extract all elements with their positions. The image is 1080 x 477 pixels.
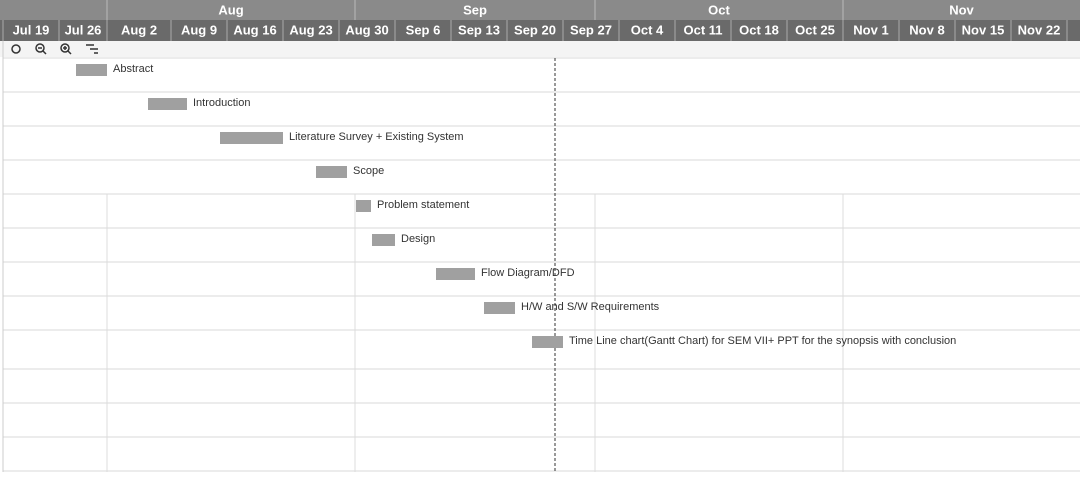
week-label: Oct 18: [739, 22, 779, 37]
task-bar: [372, 234, 395, 246]
week-label: Nov 8: [909, 22, 944, 37]
week-label: Aug 2: [121, 22, 157, 37]
task-label: Abstract: [113, 63, 153, 75]
task-bar: [148, 98, 187, 110]
task-bar: [220, 132, 283, 144]
week-label: Aug 23: [289, 22, 332, 37]
zoom-in-icon[interactable]: [60, 43, 70, 53]
task-label: Problem statement: [377, 199, 469, 211]
week-label: Sep 13: [458, 22, 500, 37]
zoom-out-icon[interactable]: [35, 43, 45, 53]
task-label: Introduction: [193, 97, 250, 109]
week-label: Sep 6: [406, 22, 441, 37]
month-label: Sep: [463, 2, 487, 17]
week-label: Aug 9: [181, 22, 217, 37]
week-label: Aug 30: [345, 22, 388, 37]
week-label: Aug 16: [233, 22, 276, 37]
week-label: Oct 4: [631, 22, 664, 37]
task-label: Scope: [353, 165, 384, 177]
week-label: Oct 25: [795, 22, 835, 37]
week-label: Jul 26: [65, 22, 102, 37]
toolbar-icons: [11, 43, 98, 55]
week-label: Oct 11: [683, 22, 722, 37]
collapse-icon[interactable]: [86, 44, 98, 54]
task-label: Design: [401, 233, 435, 245]
week-label: Sep 20: [514, 22, 556, 37]
week-label: Nov 1: [853, 22, 888, 37]
month-label: Oct: [708, 2, 730, 17]
task-bar: [532, 336, 563, 348]
settings-icon[interactable]: [11, 44, 21, 54]
task-label: Literature Survey + Existing System: [289, 131, 464, 143]
task-bar: [436, 268, 475, 280]
task-bar: [316, 166, 347, 178]
week-header: [0, 20, 1080, 41]
week-label: Jul 19: [13, 22, 50, 37]
task-bar: [76, 64, 107, 76]
week-label: Sep 27: [570, 22, 612, 37]
task-bar: [484, 302, 515, 314]
task-label: Flow Diagram/DFD: [481, 267, 575, 279]
task-label: H/W and S/W Requirements: [521, 301, 660, 313]
week-label: Nov 22: [1018, 22, 1061, 37]
week-label: Nov 15: [962, 22, 1005, 37]
month-label: Nov: [949, 2, 974, 17]
month-label: Aug: [218, 2, 243, 17]
toolbar: [0, 41, 1080, 57]
task-label: Time Line chart(Gantt Chart) for SEM VII…: [569, 335, 956, 347]
task-bar: [356, 200, 371, 212]
month-header: [0, 0, 1080, 20]
